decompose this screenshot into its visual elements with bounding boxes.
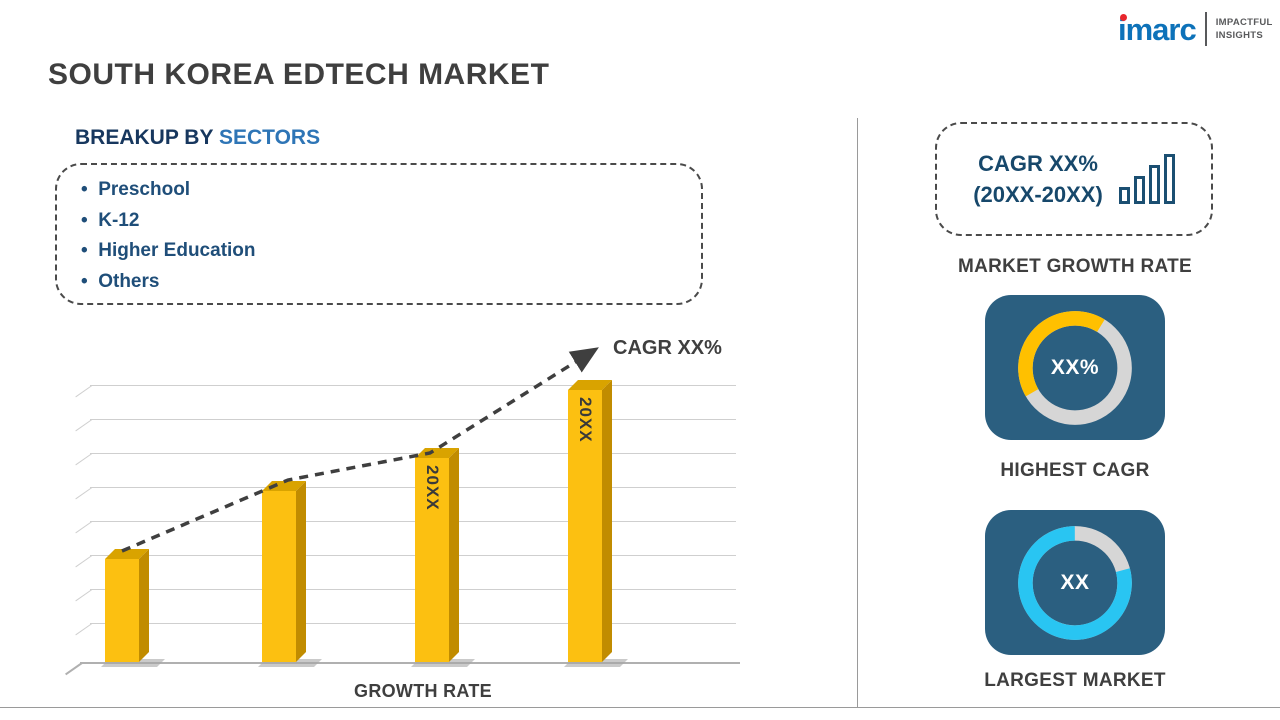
gridline: [90, 589, 736, 590]
bottom-border-line: [0, 707, 1280, 708]
gridline: [90, 623, 736, 624]
tagline-line2: INSIGHTS: [1215, 30, 1263, 41]
chart-baseline: [80, 662, 740, 664]
gridline: [90, 555, 736, 556]
market-growth-rate-label: MARKET GROWTH RATE: [957, 256, 1193, 277]
logo-separator: [1204, 12, 1207, 46]
largest-market-value: XX: [1060, 570, 1090, 594]
cagr-annotation: CAGR XX%: [613, 337, 722, 359]
largest-market-card: XX: [985, 510, 1165, 655]
breakup-heading-highlight: SECTORS: [218, 126, 321, 149]
page-title: SOUTH KOREA EDTECH MARKET: [48, 58, 550, 91]
imarc-logo-tagline: IMPACTFUL INSIGHTS: [1216, 17, 1273, 41]
growth-box-line2: (20XX-20XX): [973, 182, 1103, 207]
gridline: [90, 453, 736, 454]
imarc-logo-red-dot-icon: [1120, 13, 1127, 21]
x-axis-title: GROWTH RATE: [354, 681, 492, 701]
donut-arc: [1018, 310, 1132, 425]
trend-arrow: [121, 347, 599, 553]
bar-year-4: 20XX: [568, 390, 602, 662]
sector-item-others: Others: [81, 267, 701, 298]
tagline-line1: IMPACTFUL: [1215, 17, 1273, 28]
growth-box-text: CAGR XX% (20XX-20XX): [973, 148, 1103, 210]
sectors-box: Preschool K-12 Higher Education Others: [55, 163, 703, 305]
imarc-logo-wordmark: imarc: [1118, 11, 1197, 47]
bar-year-3: 20XX: [415, 458, 449, 662]
growth-bar-chart: 20XX 20XX CAGR XX%: [48, 335, 748, 680]
bar-chart-icon-bar: [1118, 187, 1130, 204]
sector-item-higher-education: Higher Education: [81, 236, 701, 267]
breakup-heading: BREAKUP BY SECTORS: [75, 126, 320, 150]
gridline: [90, 521, 736, 522]
bar-chart-icon-bar: [1163, 154, 1175, 204]
vertical-divider: [857, 118, 858, 707]
largest-market-donut: XX: [1013, 521, 1137, 645]
market-growth-rate-box: CAGR XX% (20XX-20XX): [935, 122, 1213, 236]
imarc-logo: imarc IMPACTFUL INSIGHTS: [1118, 12, 1273, 46]
bar-label: 20XX: [576, 397, 595, 443]
sector-item-k12: K-12: [81, 206, 701, 237]
highest-cagr-value: XX%: [1050, 355, 1100, 379]
sector-item-preschool: Preschool: [81, 175, 701, 206]
highest-cagr-label: HIGHEST CAGR: [1000, 460, 1150, 481]
bar-chart-icon: [1118, 154, 1175, 204]
imarc-logo-text: imarc: [1118, 11, 1197, 47]
donut-arc: [1018, 525, 1132, 640]
highest-cagr-card: XX%: [985, 295, 1165, 440]
bar-year-1: [105, 558, 139, 662]
bar-label: 20XX: [423, 465, 442, 511]
gridline: [90, 419, 736, 420]
growth-box-line1: CAGR XX%: [978, 151, 1098, 176]
gridline: [90, 487, 736, 488]
largest-market-label: LARGEST MARKET: [984, 670, 1166, 691]
bar-year-2: [262, 490, 296, 662]
gridline: [90, 385, 736, 386]
bar-chart-icon-bar: [1133, 176, 1145, 204]
highest-cagr-donut: XX%: [1013, 306, 1137, 430]
breakup-heading-prefix: BREAKUP BY: [75, 126, 219, 149]
bar-chart-icon-bar: [1148, 165, 1160, 204]
